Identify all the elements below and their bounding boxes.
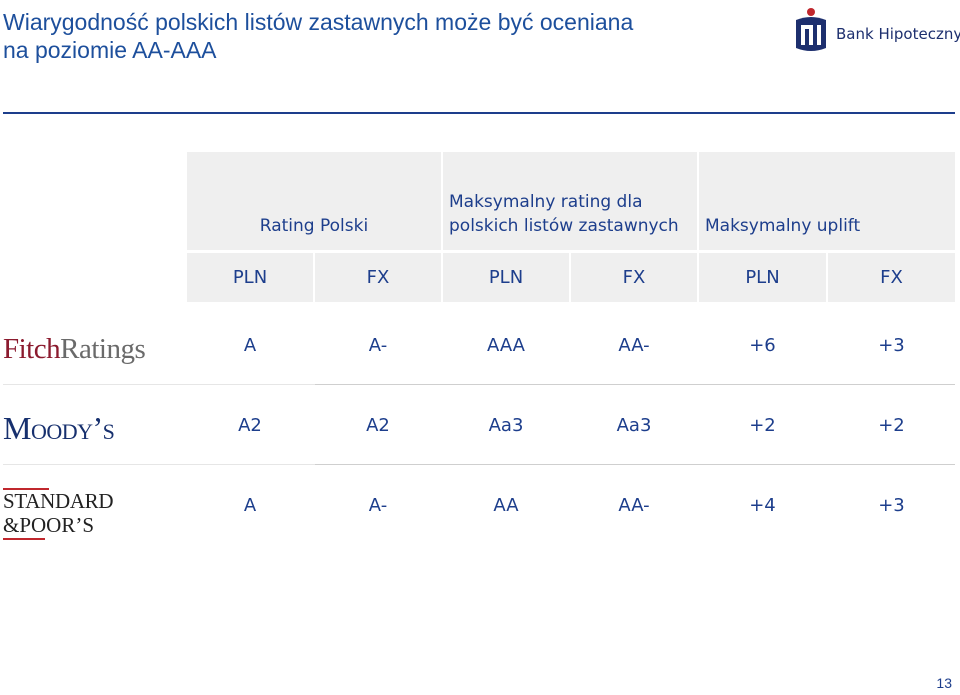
header-label: Rating Polski (259, 216, 369, 236)
brand-name: Bank Hipoteczny (836, 25, 960, 43)
page-number: 13 (936, 675, 952, 691)
header-rating-polski: Rating Polski (187, 152, 441, 250)
table-cell: +2 (878, 414, 905, 436)
subheader-fx: FX (571, 253, 697, 302)
fitch-wordmark: Fitch (3, 333, 61, 365)
subheader-pln: PLN (187, 253, 313, 302)
table-cell: +3 (878, 334, 905, 356)
header-max-rating: Maksymalny rating dla polskich listów za… (443, 152, 697, 250)
row-divider (315, 464, 955, 465)
header-max-uplift: Maksymalny uplift (699, 152, 955, 250)
title-divider (3, 112, 955, 114)
table-cell: +6 (749, 334, 776, 356)
subheader-fx: FX (315, 253, 441, 302)
sp-line2: &POOR’S (3, 513, 95, 537)
slide-title: Wiarygodność polskich listów zastawnych … (3, 8, 763, 64)
slide-title-line2: na poziomie AA-AAA (3, 37, 217, 63)
header-label: Maksymalny uplift (705, 216, 861, 236)
table-cell: AAA (487, 334, 525, 356)
fitch-ratings-logo: FitchRatings (3, 333, 146, 366)
table-cell: AA- (618, 494, 650, 516)
row-divider (3, 464, 315, 465)
table-cell: AA- (618, 334, 650, 356)
moodys-logo: Moody’s (3, 410, 115, 446)
table-cell: +4 (749, 494, 776, 516)
slide-title-line1: Wiarygodność polskich listów zastawnych … (3, 9, 634, 35)
table-cell: A- (368, 494, 388, 516)
table-cell: AA (493, 494, 519, 516)
sp-line1: STANDARD (3, 489, 114, 513)
table-cell: A (243, 334, 257, 356)
table-cell: +3 (878, 494, 905, 516)
sp-accent-bar (3, 488, 49, 490)
header-label: Maksymalny rating dla polskich listów za… (449, 192, 679, 236)
table-cell: A2 (366, 414, 390, 436)
table-cell: +2 (749, 414, 776, 436)
ratings-wordmark: Ratings (60, 333, 146, 365)
table-cell: Aa3 (488, 414, 524, 436)
sp-accent-bar (3, 538, 45, 540)
row-divider (3, 384, 315, 385)
subheader-fx: FX (828, 253, 955, 302)
subheader-pln: PLN (443, 253, 569, 302)
subheader-pln: PLN (699, 253, 826, 302)
pko-logo-icon (796, 8, 826, 51)
table-cell: A (243, 494, 257, 516)
table-cell: Aa3 (616, 414, 652, 436)
row-divider (315, 384, 955, 385)
standard-and-poors-logo: STANDARD &POOR’S (3, 488, 133, 544)
table-cell: A- (368, 334, 388, 356)
table-cell: A2 (238, 414, 262, 436)
